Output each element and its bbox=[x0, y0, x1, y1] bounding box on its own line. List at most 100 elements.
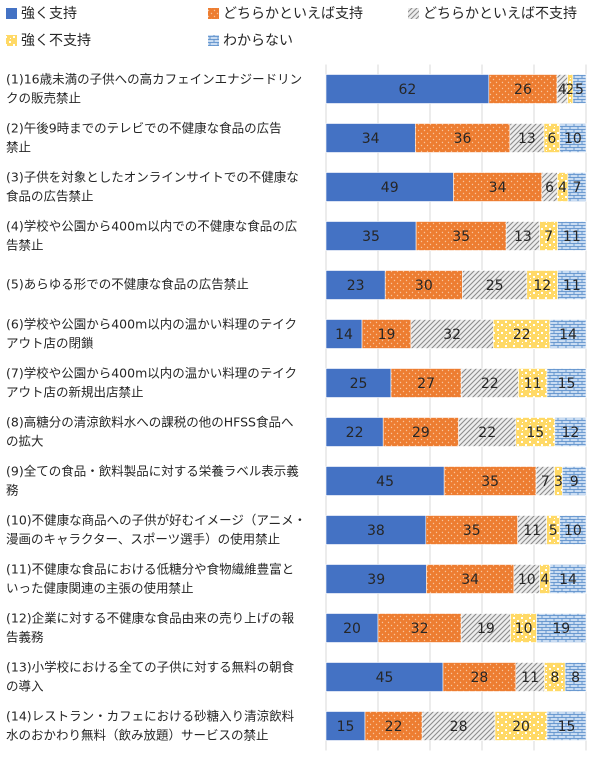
value-label-6-強く不支持: 22 bbox=[513, 327, 531, 343]
bar-13-どちらかといえば不支持 bbox=[515, 662, 545, 692]
bar-2-わからない bbox=[559, 123, 587, 153]
bar-5-わからない bbox=[557, 270, 587, 300]
gridlines bbox=[325, 64, 587, 751]
category-label-5: (5)あらゆる形での不健康な食品の広告禁止 bbox=[6, 277, 249, 292]
category-label-2: (2)午後9時までのテレビでの不健康な食品の広告禁止 bbox=[6, 121, 282, 155]
value-label-3-どちらかといえば支持: 34 bbox=[489, 180, 507, 196]
bar-5-どちらかといえば支持 bbox=[384, 270, 463, 300]
category-label-14: (14)レストラン・カフェにおける砂糖入り清涼飲料水のおかわり無料（飲み放題）サ… bbox=[6, 709, 295, 743]
legend-swatch-1 bbox=[208, 8, 219, 19]
value-label-13-強く不支持: 8 bbox=[550, 670, 559, 686]
value-label-9-わからない: 9 bbox=[570, 474, 579, 490]
value-label-4-どちらかといえば支持: 35 bbox=[452, 229, 470, 245]
value-label-4-強く支持: 35 bbox=[362, 229, 380, 245]
value-label-3-強く支持: 49 bbox=[381, 180, 399, 196]
value-label-11-どちらかといえば支持: 34 bbox=[461, 572, 479, 588]
category-label-12: (12)企業に対する不健康な食品由来の売り上げの報告義務 bbox=[6, 611, 295, 645]
bar-3-わからない bbox=[567, 172, 587, 202]
bar-9-わからない bbox=[562, 466, 587, 496]
category-label-3: (3)子供を対象としたオンラインサイトでの不健康な食品の広告禁止 bbox=[6, 170, 299, 204]
bar-10-どちらかといえば支持 bbox=[425, 515, 519, 545]
bar-6-強く不支持 bbox=[493, 319, 551, 349]
value-label-8-強く不支持: 15 bbox=[526, 425, 544, 441]
bar-13-わからない bbox=[564, 662, 587, 692]
value-label-3-強く不支持: 4 bbox=[558, 180, 567, 196]
bar-12-わからない bbox=[536, 613, 587, 643]
bar-3-強く支持 bbox=[325, 172, 454, 202]
value-label-12-強く支持: 20 bbox=[343, 621, 361, 637]
value-label-11-どちらかといえば不支持: 10 bbox=[518, 572, 536, 588]
value-label-8-強く支持: 22 bbox=[346, 425, 364, 441]
category-label-7: (7)学校や公園から400m以内の温かい料理のテイクアウト店の新規出店禁止 bbox=[6, 366, 297, 400]
bar-1-わからない bbox=[572, 74, 587, 104]
value-label-7-どちらかといえば不支持: 22 bbox=[481, 376, 499, 392]
value-label-5-どちらかといえば不支持: 25 bbox=[486, 278, 504, 294]
legend-label-0: 強く支持 bbox=[21, 6, 77, 22]
bar-4-どちらかといえば支持 bbox=[415, 221, 507, 251]
bar-2-どちらかといえば不支持 bbox=[509, 123, 545, 153]
bar-9-強く支持 bbox=[325, 466, 445, 496]
category-label-9: (9)全ての食品・飲料製品に対する栄養ラベル表示義務 bbox=[6, 464, 299, 498]
bar-14-わからない bbox=[546, 711, 587, 741]
bar-11-わからない bbox=[549, 564, 587, 594]
bar-7-どちらかといえば支持 bbox=[390, 368, 462, 398]
value-label-9-どちらかといえば不支持: 7 bbox=[541, 474, 550, 490]
value-label-7-強く支持: 25 bbox=[350, 376, 368, 392]
value-label-12-どちらかといえば不支持: 19 bbox=[477, 621, 495, 637]
bar-10-わからない bbox=[559, 515, 587, 545]
value-label-2-どちらかといえば支持: 36 bbox=[454, 131, 472, 147]
legend-swatch-4 bbox=[208, 35, 219, 46]
value-label-12-強く不支持: 10 bbox=[515, 621, 533, 637]
value-label-8-どちらかといえば支持: 29 bbox=[412, 425, 430, 441]
value-label-12-わからない: 19 bbox=[552, 621, 570, 637]
bar-12-どちらかといえば不支持 bbox=[460, 613, 511, 643]
value-label-14-どちらかといえば支持: 22 bbox=[385, 719, 403, 735]
legend-swatch-0 bbox=[6, 8, 17, 19]
bar-13-強く支持 bbox=[325, 662, 444, 692]
value-label-14-どちらかといえば不支持: 28 bbox=[450, 719, 468, 735]
value-label-2-どちらかといえば不支持: 13 bbox=[518, 131, 536, 147]
value-label-5-どちらかといえば支持: 30 bbox=[415, 278, 433, 294]
value-label-8-わからない: 12 bbox=[561, 425, 579, 441]
bar-6-強く支持 bbox=[325, 319, 363, 349]
bar-12-どちらかといえば支持 bbox=[377, 613, 462, 643]
bar-5-強く不支持 bbox=[526, 270, 558, 300]
value-label-2-強く不支持: 6 bbox=[547, 131, 556, 147]
bar-7-強く支持 bbox=[325, 368, 392, 398]
legend-swatch-3 bbox=[6, 35, 17, 46]
value-label-1-どちらかといえば支持: 26 bbox=[514, 82, 532, 98]
value-label-7-どちらかといえば支持: 27 bbox=[417, 376, 435, 392]
value-label-3-どちらかといえば不支持: 6 bbox=[545, 180, 554, 196]
bar-11-強く支持 bbox=[325, 564, 427, 594]
bar-9-どちらかといえば支持 bbox=[443, 466, 537, 496]
value-label-14-わからない: 15 bbox=[558, 719, 576, 735]
value-label-1-わからない: 5 bbox=[575, 82, 584, 98]
value-label-6-どちらかといえば不支持: 32 bbox=[443, 327, 461, 343]
value-label-9-どちらかといえば支持: 35 bbox=[481, 474, 499, 490]
bar-10-どちらかといえば不支持 bbox=[517, 515, 547, 545]
value-label-14-強く支持: 15 bbox=[337, 719, 355, 735]
category-label-1: (1)16歳未満の子供への高カフェインエナジードリンクの販売禁止 bbox=[6, 72, 302, 106]
bar-5-どちらかといえば不支持 bbox=[462, 270, 528, 300]
value-label-6-どちらかといえば支持: 19 bbox=[378, 327, 396, 343]
value-label-1-強く不支持: 2 bbox=[566, 82, 575, 98]
bar-2-どちらかといえば支持 bbox=[414, 123, 511, 153]
bar-6-どちらかといえば不支持 bbox=[410, 319, 494, 349]
bar-6-わからない bbox=[549, 319, 587, 349]
value-label-8-どちらかといえば不支持: 22 bbox=[478, 425, 496, 441]
category-label-13: (13)小学校における全ての子供に対する無料の朝食の導入 bbox=[6, 660, 295, 694]
category-label-4: (4)学校や公園から400m以内での不健康な食品の広告禁止 bbox=[6, 219, 297, 253]
value-label-10-強く支持: 38 bbox=[367, 523, 385, 539]
legend-label-1: どちらかといえば支持 bbox=[223, 6, 363, 22]
value-label-6-わからない: 14 bbox=[559, 327, 577, 343]
value-label-4-強く不支持: 7 bbox=[544, 229, 553, 245]
bar-1-強く支持 bbox=[325, 74, 490, 104]
value-label-13-強く支持: 45 bbox=[376, 670, 394, 686]
bar-13-どちらかといえば支持 bbox=[442, 662, 517, 692]
category-label-6: (6)学校や公園から400m以内の温かい料理のテイクアウト店の閉鎖 bbox=[6, 317, 297, 351]
bar-8-わからない bbox=[554, 417, 587, 447]
value-label-6-強く支持: 14 bbox=[335, 327, 353, 343]
value-label-7-強く不支持: 11 bbox=[524, 376, 542, 392]
